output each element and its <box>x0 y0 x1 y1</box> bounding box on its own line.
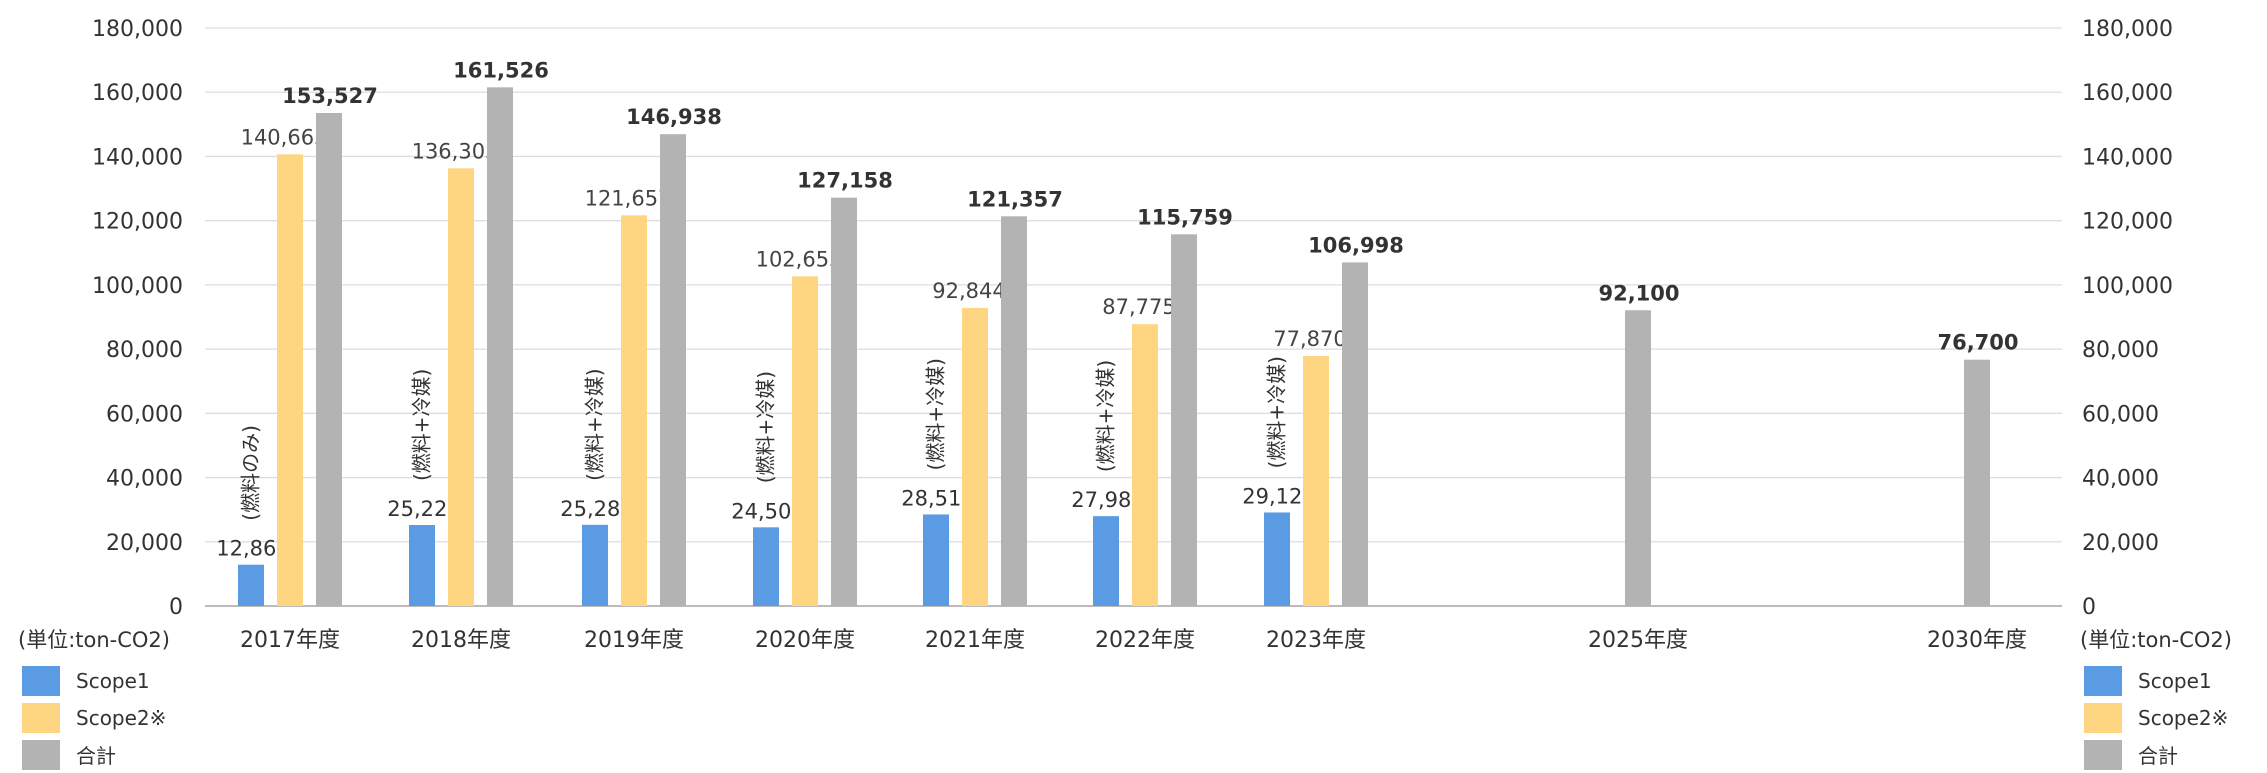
data-label-total: 161,526 <box>453 58 549 82</box>
legend-item-total-right: 合計 <box>2080 736 2232 773</box>
legend-item-total: 合計 <box>18 736 170 773</box>
legend-swatch-total <box>22 739 60 770</box>
y-tick-label-left: 160,000 <box>92 81 183 106</box>
legend-left: (単位:ton-CO2) Scope1 Scope2※ 合計 <box>18 624 170 773</box>
bar-scope2 <box>792 276 818 606</box>
y-tick-label-right: 140,000 <box>2082 145 2173 170</box>
y-tick-label-left: 180,000 <box>92 17 183 42</box>
y-tick-label-right: 20,000 <box>2082 531 2159 556</box>
bar-scope1 <box>1264 512 1290 606</box>
y-tick-label-right: 120,000 <box>2082 210 2173 235</box>
bar-scope2 <box>621 215 647 606</box>
bar-scope1 <box>1093 516 1119 606</box>
x-tick-label: 2030年度 <box>1927 628 2027 653</box>
unit-label-left: (単位:ton-CO2) <box>18 628 170 652</box>
y-tick-label-right: 60,000 <box>2082 402 2159 427</box>
y-tick-label-left: 120,000 <box>92 210 183 235</box>
legend-right: (単位:ton-CO2) Scope1 Scope2※ 合計 <box>2080 624 2232 773</box>
legend-swatch-scope2 <box>22 702 60 733</box>
bar-total <box>487 87 513 606</box>
y-tick-label-left: 140,000 <box>92 145 183 170</box>
bar-scope2 <box>277 154 303 606</box>
bar-total <box>316 113 342 606</box>
legend-label-scope1-right: Scope1 <box>2138 668 2212 693</box>
bar-scope2 <box>1303 355 1329 606</box>
bar-scope2 <box>448 168 474 606</box>
legend-swatch-scope2-right <box>2084 702 2122 733</box>
legend-swatch-total-right <box>2084 739 2122 770</box>
data-label-total: 153,527 <box>282 84 378 108</box>
y-tick-label-left: 20,000 <box>106 531 183 556</box>
scope1-note-label: (燃料+冷媒) <box>1094 360 1118 472</box>
x-tick-label: 2017年度 <box>240 628 340 653</box>
y-tick-label-left: 40,000 <box>106 467 183 492</box>
y-tick-label-right: 160,000 <box>2082 81 2173 106</box>
legend-label-scope1: Scope1 <box>76 668 150 693</box>
data-label-scope2: 121,657 <box>585 186 672 210</box>
bar-total <box>831 197 857 607</box>
data-label-total: 127,158 <box>797 169 893 193</box>
bar-scope1 <box>238 564 264 606</box>
y-tick-label-right: 0 <box>2082 595 2096 620</box>
y-tick-label-left: 0 <box>169 595 183 620</box>
legend-item-scope1-right: Scope1 <box>2080 662 2232 699</box>
unit-label-right: (単位:ton-CO2) <box>2080 628 2232 652</box>
x-tick-label: 2025年度 <box>1588 628 1688 653</box>
bar-scope1 <box>753 527 779 606</box>
bar-scope2 <box>1132 324 1158 606</box>
y-tick-label-right: 40,000 <box>2082 467 2159 492</box>
y-tick-label-right: 80,000 <box>2082 338 2159 363</box>
legend-swatch-scope1-right <box>2084 665 2122 696</box>
scope1-note-label: (燃料+冷媒) <box>583 368 607 480</box>
data-label-total: 106,998 <box>1308 233 1404 257</box>
legend-label-total: 合計 <box>76 744 116 768</box>
data-label-total: 76,700 <box>1937 331 2018 355</box>
scope1-note-label: (燃料+冷媒) <box>1265 356 1289 468</box>
scope1-note-label: (燃料+冷媒) <box>924 358 948 470</box>
x-tick-label: 2019年度 <box>584 628 684 653</box>
data-label-total: 121,357 <box>967 187 1063 211</box>
x-tick-label: 2018年度 <box>411 628 511 653</box>
data-label-scope2: 136,303 <box>412 139 499 163</box>
scope1-note-label: (燃料のみ) <box>239 425 263 521</box>
legend-item-scope2: Scope2※ <box>18 699 170 736</box>
bar-total <box>1964 359 1990 606</box>
data-label-scope2: 77,870 <box>1273 327 1346 351</box>
data-label-total: 146,938 <box>626 105 722 129</box>
data-label-scope2: 102,653 <box>756 247 843 271</box>
bar-total <box>1625 310 1651 606</box>
y-tick-label-right: 100,000 <box>2082 274 2173 299</box>
data-label-scope2: 140,663 <box>241 125 328 149</box>
data-label-scope2: 87,775 <box>1102 295 1175 319</box>
legend-swatch-scope1 <box>22 665 60 696</box>
legend-item-scope1: Scope1 <box>18 662 170 699</box>
bar-scope2 <box>962 307 988 606</box>
bar-total <box>1171 234 1197 607</box>
x-tick-label: 2022年度 <box>1095 628 1195 653</box>
scope1-note-label: (燃料+冷媒) <box>754 371 778 483</box>
x-tick-label: 2020年度 <box>755 628 855 653</box>
bar-total <box>1001 216 1027 606</box>
x-tick-label: 2023年度 <box>1266 628 1366 653</box>
data-label-total: 92,100 <box>1598 281 1679 305</box>
x-tick-label: 2021年度 <box>925 628 1025 653</box>
legend-label-total-right: 合計 <box>2138 744 2178 768</box>
bar-total <box>660 134 686 606</box>
y-tick-label-left: 60,000 <box>106 402 183 427</box>
data-label-scope2: 92,844 <box>932 279 1005 303</box>
data-label-total: 115,759 <box>1137 205 1233 229</box>
scope1-note-label: (燃料+冷媒) <box>410 369 434 481</box>
legend-label-scope2: Scope2※ <box>76 705 167 730</box>
legend-label-scope2-right: Scope2※ <box>2138 705 2229 730</box>
bar-scope1 <box>923 514 949 606</box>
y-tick-label-left: 100,000 <box>92 274 183 299</box>
y-tick-label-left: 80,000 <box>106 338 183 363</box>
bar-total <box>1342 262 1368 606</box>
y-tick-label-right: 180,000 <box>2082 17 2173 42</box>
legend-item-scope2-right: Scope2※ <box>2080 699 2232 736</box>
bar-scope1 <box>582 524 608 606</box>
bar-scope1 <box>409 525 435 606</box>
